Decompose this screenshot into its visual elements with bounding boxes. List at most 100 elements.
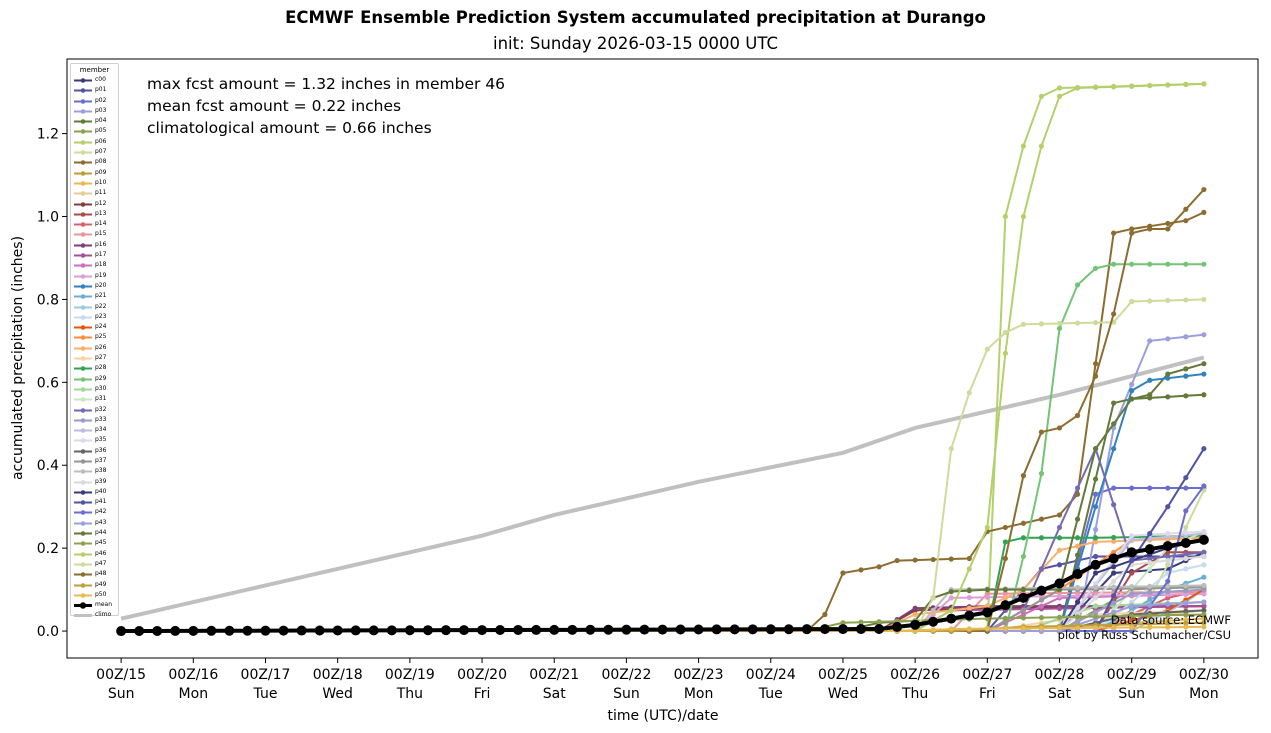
legend-label: p39 [95, 477, 107, 485]
legend-swatch [74, 98, 92, 104]
data-point-p50 [912, 628, 918, 634]
data-point-p47 [1092, 320, 1099, 326]
legend-entry: p17 [71, 250, 118, 260]
data-point-p38 [1147, 583, 1153, 589]
data-point-mean [928, 616, 939, 627]
legend-swatch [74, 531, 92, 536]
legend-entry: p10 [71, 178, 118, 188]
x-tick-label: 00Z/23 [674, 667, 724, 683]
legend-label: p31 [95, 395, 107, 403]
data-point-p26 [912, 611, 918, 618]
x-tick-label: 00Z/30 [1179, 667, 1229, 683]
legend-label: p19 [95, 271, 107, 279]
data-point-p03 [1147, 338, 1153, 344]
data-point-mean [603, 624, 614, 635]
data-point-p20 [1165, 375, 1171, 381]
legend-swatch [74, 356, 92, 361]
legend-label: p05 [95, 127, 107, 135]
data-point-p46 [1092, 84, 1099, 91]
stat-mean: mean fcst amount = 0.22 inches [147, 97, 402, 115]
legend-swatch [74, 459, 92, 464]
data-point-p29 [1129, 261, 1135, 267]
legend-entry: p06 [71, 137, 118, 147]
legend-entry: p32 [71, 405, 118, 415]
data-point-p46 [948, 607, 954, 613]
x-tick-label: 00Z/25 [818, 667, 868, 683]
data-point-mean [910, 619, 921, 630]
legend-entry: p27 [71, 353, 118, 363]
legend-swatch [74, 397, 92, 403]
data-point-p08 [912, 557, 918, 563]
data-point-p49 [1183, 620, 1189, 626]
data-point-mean [856, 624, 866, 635]
data-point-p48 [1002, 555, 1008, 562]
data-point-p43 [1165, 601, 1171, 607]
data-point-p01 [1056, 562, 1063, 568]
data-point-p38 [1111, 584, 1117, 590]
legend-swatch [74, 614, 92, 618]
data-point-mean [531, 624, 542, 635]
data-point-p46 [1111, 84, 1117, 90]
data-point-p03 [1092, 526, 1099, 533]
data-point-mean [1162, 541, 1173, 552]
x-tick-day-label: Sun [108, 686, 135, 702]
data-point-mean [1108, 553, 1119, 564]
data-point-p03 [1183, 334, 1189, 340]
data-point-p45 [1002, 615, 1008, 621]
data-point-mean [729, 624, 740, 635]
legend-swatch [74, 602, 92, 609]
data-point-p29 [1092, 265, 1099, 271]
data-point-p44 [948, 589, 954, 595]
data-point-mean [224, 625, 235, 636]
legend-swatch [74, 160, 92, 166]
data-point-p10 [1201, 616, 1207, 622]
data-point-p04 [1201, 361, 1207, 367]
legend-label: mean [95, 601, 113, 609]
data-point-p47 [930, 595, 936, 601]
legend-label: p09 [95, 168, 107, 176]
data-point-p25 [1111, 549, 1117, 555]
x-tick-label: 00Z/18 [313, 667, 363, 683]
stat-climo: climatological amount = 0.66 inches [147, 119, 432, 137]
data-point-p46 [1165, 82, 1171, 88]
data-point-p29 [1020, 553, 1027, 560]
data-point-p48 [1147, 226, 1153, 232]
data-point-p19 [966, 594, 972, 601]
legend-swatch [74, 572, 92, 578]
data-point-p08 [1165, 220, 1171, 227]
data-point-mean [711, 624, 722, 635]
data-point-p33 [1092, 609, 1099, 616]
legend-swatch [74, 88, 92, 94]
legend-swatch [74, 232, 92, 238]
data-point-p50 [1129, 624, 1135, 631]
x-tick-label: 00Z/19 [385, 667, 435, 683]
data-point-mean [188, 625, 199, 636]
x-tick-label: 00Z/24 [746, 667, 796, 683]
legend-entry: p28 [71, 363, 118, 373]
data-point-p20 [1111, 446, 1117, 452]
data-point-p50 [966, 626, 972, 632]
data-point-p46 [1002, 350, 1008, 356]
data-point-p15 [984, 591, 990, 597]
data-point-p47 [1129, 298, 1135, 305]
data-point-mean [1144, 544, 1155, 555]
x-tick-label: 00Z/21 [529, 667, 579, 683]
series-line-p48 [121, 188, 1205, 633]
data-point-p39 [1111, 578, 1117, 584]
data-point-mean [567, 624, 578, 635]
series-p07 [118, 487, 1207, 634]
data-point-p50 [948, 626, 954, 632]
legend-entry: p33 [71, 415, 118, 425]
data-point-p30 [1092, 603, 1099, 609]
data-point-p26 [1092, 539, 1099, 545]
data-point-p03 [1201, 332, 1207, 338]
data-point-p43 [1129, 603, 1135, 609]
legend-entry: p49 [71, 580, 118, 590]
legend-label: p24 [95, 323, 107, 331]
legend-label: p12 [95, 199, 107, 207]
data-point-p06 [1020, 143, 1027, 149]
data-point-p08 [1183, 218, 1189, 224]
data-point-p48 [1183, 206, 1189, 212]
legend-label: p29 [95, 374, 107, 382]
data-point-p06 [1056, 85, 1063, 91]
